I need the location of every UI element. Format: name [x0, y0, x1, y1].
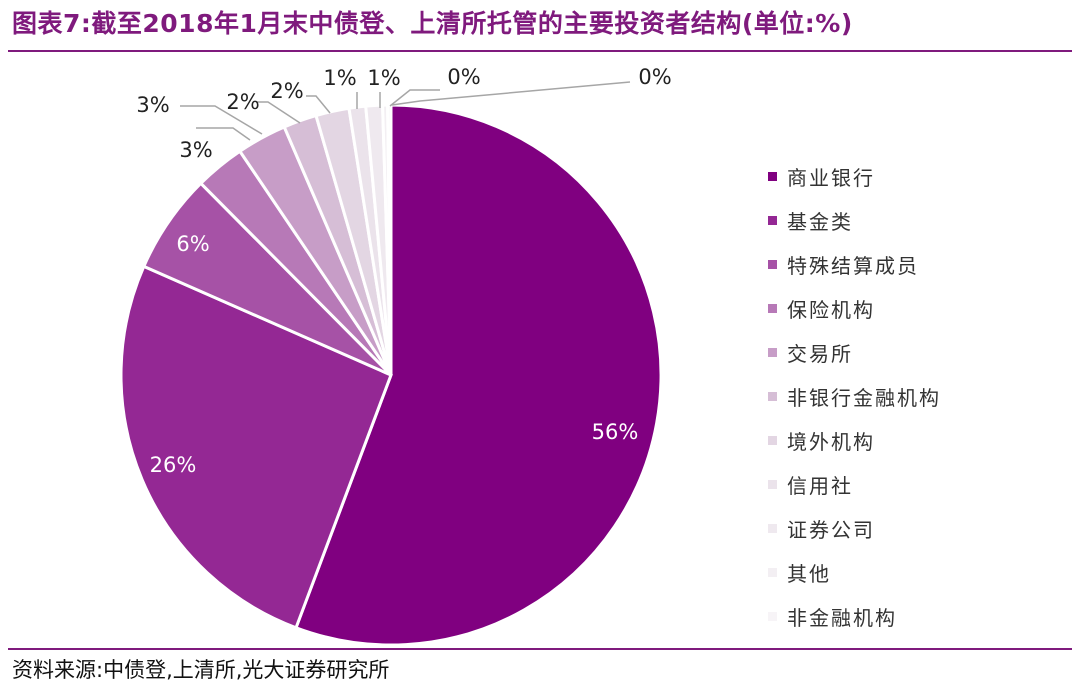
leader-line: [306, 95, 331, 114]
slice-value-label: 2%: [270, 79, 303, 103]
legend-swatch: [768, 171, 777, 181]
slice-value-label: 1%: [367, 66, 400, 90]
legend-item: 交易所: [768, 330, 941, 374]
slice-value-label: 6%: [176, 232, 209, 256]
slice-value-label: 0%: [638, 65, 671, 89]
source-note: 资料来源:中债登,上清所,光大证券研究所: [12, 658, 390, 682]
legend-item: 基金类: [768, 198, 941, 242]
slice-value-label: 1%: [323, 66, 356, 90]
legend-label: 其他: [787, 561, 831, 586]
pie-slice-2: [119, 264, 393, 630]
legend-swatch: [768, 611, 777, 621]
legend-label: 商业银行: [787, 165, 875, 190]
legend-item: 其他: [768, 550, 941, 594]
legend-swatch: [768, 435, 777, 445]
legend-swatch: [768, 479, 777, 489]
slice-value-label: 0%: [447, 65, 480, 89]
legend-swatch: [768, 303, 777, 313]
pie-slice-1: [294, 103, 663, 647]
legend-swatch: [768, 523, 777, 533]
chart-legend: 商业银行基金类特殊结算成员 保险机构交易所非银行金融机构 境外机构信用社证券公司其他…: [768, 154, 941, 638]
chart-title: 图表7:截至2018年1月末中债登、上清所托管的主要投资者结构(单位:%): [12, 9, 853, 38]
legend-item: 非金融机构: [768, 594, 941, 638]
slice-value-label: 56%: [592, 420, 639, 444]
legend-item: 非银行金融机构: [768, 374, 941, 418]
legend-swatch: [768, 215, 777, 225]
legend-item: 境外机构: [768, 418, 941, 462]
leader-line: [196, 127, 251, 141]
legend-label: 信用社: [787, 473, 853, 498]
legend-swatch: [768, 347, 777, 357]
slice-value-label: 3%: [136, 93, 169, 117]
legend-label: 境外机构: [787, 429, 875, 454]
legend-item: 商业银行: [768, 154, 941, 198]
legend-label: 非金融机构: [787, 605, 897, 630]
legend-label: 交易所: [787, 341, 853, 366]
legend-swatch: [768, 391, 777, 401]
leader-line: [389, 89, 440, 107]
leader-line: [256, 101, 301, 124]
legend-label: 保险机构: [787, 297, 875, 322]
pie-chart: 56% 26% 6% 3% 3% 2% 2% 1% 1% 0% 0%: [119, 65, 672, 647]
legend-swatch: [768, 259, 777, 269]
legend-label: 非银行金融机构: [787, 385, 941, 410]
legend-label: 特殊结算成员: [787, 253, 919, 278]
legend-item: 信用社: [768, 462, 941, 506]
legend-item: 特殊结算成员: [768, 242, 941, 286]
legend-swatch: [768, 567, 777, 577]
legend-item: 保险机构: [768, 286, 941, 330]
slice-value-label: 3%: [179, 138, 212, 162]
leader-line: [391, 81, 631, 106]
legend-label: 证券公司: [787, 517, 875, 542]
leader-line: [180, 105, 263, 135]
legend-label: 基金类: [787, 209, 853, 234]
slice-value-label: 26%: [150, 453, 197, 477]
title-divider: [8, 50, 1072, 52]
source-divider: [8, 648, 1072, 650]
legend-item: 证券公司: [768, 506, 941, 550]
slice-value-label: 2%: [226, 90, 259, 114]
